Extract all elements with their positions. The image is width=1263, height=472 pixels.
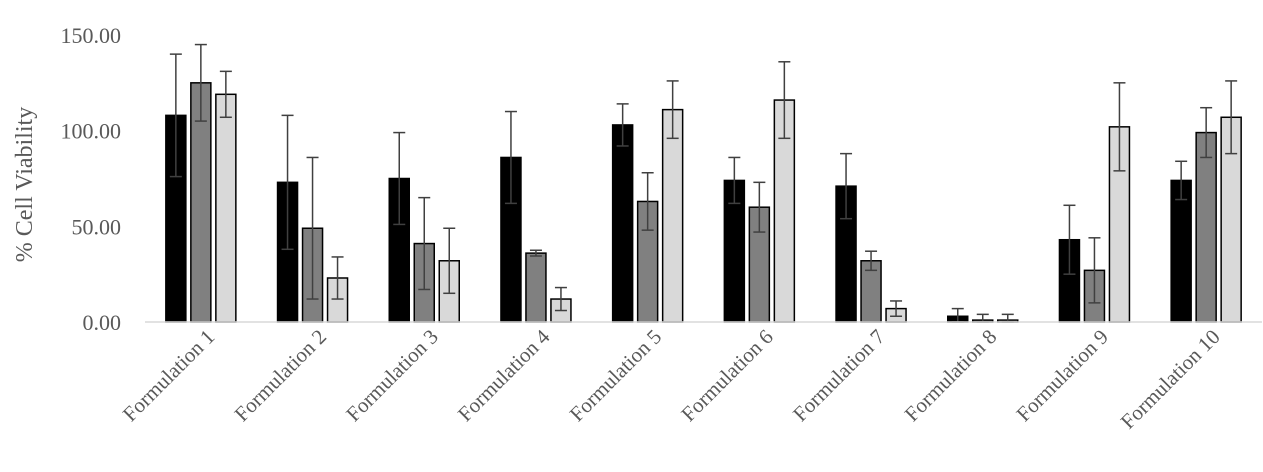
error-bar [554, 286, 567, 312]
y-axis-ticks: 0.00 50.00 100.00 150.00 [61, 23, 122, 335]
x-tick-label: Formulation 2 [230, 325, 332, 427]
error-bar [641, 172, 654, 231]
error-bar [666, 80, 679, 140]
x-tick-label: Formulation 9 [1011, 325, 1113, 427]
error-bar [616, 103, 629, 147]
bar [215, 93, 237, 323]
error-bar [1113, 82, 1126, 172]
error-bar [393, 131, 406, 226]
bars [165, 82, 1242, 323]
error-bar [865, 250, 878, 272]
y-tick-label: 50.00 [72, 214, 122, 239]
x-tick-label: Formulation 10 [1116, 325, 1225, 434]
error-bar [306, 156, 319, 300]
error-bar [443, 227, 456, 295]
y-axis-title: % Cell Viability [12, 107, 38, 262]
error-bar [890, 300, 903, 318]
error-bar [1225, 80, 1238, 155]
error-bar [281, 114, 294, 251]
x-tick-label: Formulation 1 [118, 325, 220, 427]
x-tick-label: Formulation 8 [900, 325, 1002, 427]
x-tick-label: Formulation 7 [788, 325, 890, 427]
y-tick-label: 150.00 [61, 23, 122, 48]
error-bar [529, 249, 542, 257]
y-tick-label: 0.00 [83, 310, 122, 335]
error-bar [219, 70, 232, 119]
error-bar [504, 110, 517, 205]
error-bar [1200, 106, 1213, 159]
x-tick-label: Formulation 6 [676, 325, 778, 427]
error-bar [753, 181, 766, 233]
error-bar [1088, 237, 1101, 304]
error-bar [728, 156, 741, 205]
y-tick-label: 100.00 [61, 119, 122, 144]
error-bar [418, 196, 431, 291]
bar [1195, 131, 1217, 323]
x-tick-label: Formulation 4 [453, 324, 555, 426]
error-bar [1175, 160, 1188, 201]
error-bar [778, 61, 791, 140]
error-bar [840, 152, 853, 220]
bar [661, 108, 684, 323]
error-bar [169, 53, 182, 178]
error-bar [194, 43, 207, 122]
error-bar [331, 256, 344, 300]
x-tick-label: Formulation 3 [341, 325, 443, 427]
bar [611, 124, 634, 323]
error-bars [169, 43, 1238, 323]
x-tick-label: Formulation 5 [565, 325, 667, 427]
error-bar [1063, 204, 1076, 275]
bar [525, 252, 547, 323]
bar [1170, 179, 1192, 323]
